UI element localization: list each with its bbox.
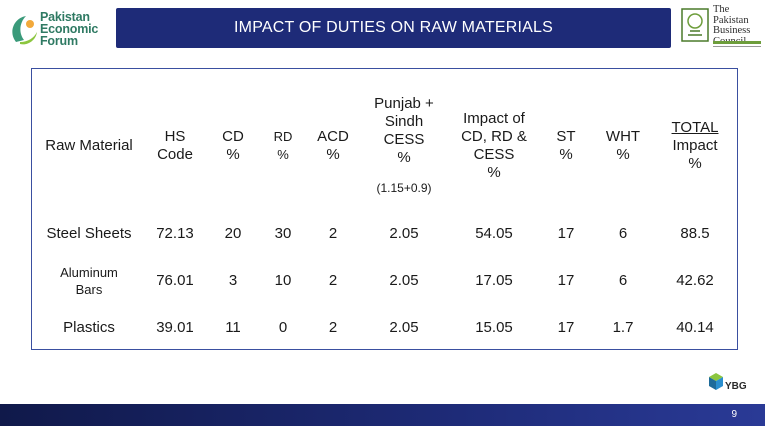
header-st: ST % bbox=[542, 82, 590, 210]
council-line-1: The bbox=[713, 4, 730, 15]
cell-impact: 54.05 bbox=[475, 225, 513, 242]
table-frame bbox=[31, 68, 738, 350]
header-total-line1: TOTAL bbox=[671, 119, 719, 136]
cell-total: 88.5 bbox=[680, 225, 710, 242]
header-cess-line4: % bbox=[397, 149, 411, 166]
header-raw-material: Raw Material bbox=[32, 82, 146, 210]
header-rd-line2: % bbox=[277, 147, 289, 162]
duties-table: Raw Material HS Code CD % RD % ACD % Pun… bbox=[32, 82, 734, 351]
title-banner: IMPACT OF DUTIES ON RAW MATERIALS bbox=[116, 8, 671, 48]
cell-cd: 11 bbox=[225, 319, 241, 336]
header-acd-line1: ACD bbox=[317, 128, 349, 145]
cell-total: 40.14 bbox=[676, 319, 714, 336]
header-cd-line2: % bbox=[226, 146, 240, 163]
footer-bar bbox=[0, 404, 765, 426]
cell-impact: 15.05 bbox=[475, 319, 513, 336]
header-total-line3: % bbox=[688, 155, 702, 172]
cell-wht: 1.7 bbox=[612, 319, 634, 336]
cell-rd: 10 bbox=[274, 272, 292, 289]
cell-st: 17 bbox=[557, 272, 575, 289]
header-impact-line1: Impact of bbox=[463, 110, 525, 127]
header-wht: WHT % bbox=[590, 82, 656, 210]
pakistan-business-council-logo: The Pakistan Business Council bbox=[680, 4, 762, 49]
header-hs-code-line2: Code bbox=[157, 146, 193, 163]
cell-cd: 3 bbox=[228, 272, 238, 289]
cell-total: 42.62 bbox=[676, 272, 714, 289]
council-line-2: Pakistan bbox=[713, 14, 749, 26]
header-raw-material-label: Raw Material bbox=[45, 137, 133, 154]
cell-rd: 30 bbox=[274, 225, 292, 242]
header-acd: ACD % bbox=[304, 82, 362, 210]
header-rd-line1: RD bbox=[273, 129, 293, 144]
header-st-line1: ST bbox=[556, 128, 576, 145]
cell-wht: 6 bbox=[618, 225, 628, 242]
pakistan-economic-forum-logo: Pakistan Economic Forum bbox=[10, 8, 110, 54]
header-impact-line2: CD, RD & bbox=[461, 128, 527, 145]
header-impact-line3: CESS bbox=[473, 146, 515, 163]
cell-cd: 20 bbox=[224, 225, 242, 242]
cell-impact: 17.05 bbox=[475, 272, 513, 289]
header-wht-line1: WHT bbox=[605, 128, 641, 145]
cell-st: 17 bbox=[557, 319, 575, 336]
cell-hs: 76.01 bbox=[156, 272, 194, 289]
header-rd: RD % bbox=[262, 82, 304, 210]
cell-material: Aluminum Bars bbox=[32, 257, 146, 304]
cell-st: 17 bbox=[557, 225, 575, 242]
logo-line-3: Forum bbox=[40, 34, 78, 48]
council-green-rule bbox=[713, 41, 761, 44]
slide-title: IMPACT OF DUTIES ON RAW MATERIALS bbox=[234, 19, 553, 36]
cell-material-line1: Aluminum bbox=[60, 264, 118, 280]
cell-acd: 2 bbox=[328, 319, 338, 336]
cell-hs: 72.13 bbox=[156, 225, 194, 242]
header-cess-note: (1.15+0.9) bbox=[376, 181, 432, 195]
header-cd-line1: CD bbox=[222, 128, 244, 145]
header-cess: Punjab + Sindh CESS % (1.15+0.9) bbox=[362, 82, 446, 210]
cell-wht: 6 bbox=[618, 272, 628, 289]
table-row: Plastics 39.01 11 0 2 2.05 15.05 17 1.7 … bbox=[32, 304, 734, 351]
header-hs-code-line1: HS bbox=[164, 128, 186, 145]
table-row: Steel Sheets 72.13 20 30 2 2.05 54.05 17… bbox=[32, 210, 734, 257]
cell-acd: 2 bbox=[328, 272, 338, 289]
globe-swoosh-icon bbox=[12, 16, 37, 45]
header-cess-line2: Sindh bbox=[384, 113, 424, 130]
council-emblem-icon bbox=[681, 8, 709, 42]
cell-material: Plastics bbox=[63, 319, 115, 336]
page-number: 9 bbox=[731, 409, 737, 420]
header-total-line2: Impact bbox=[672, 137, 718, 154]
header-cess-line3: CESS bbox=[383, 131, 425, 148]
header-wht-line2: % bbox=[616, 146, 630, 163]
header-impact: Impact of CD, RD & CESS % bbox=[446, 82, 542, 210]
header-st-line2: % bbox=[559, 146, 573, 163]
council-thin-rule bbox=[713, 46, 761, 47]
header-total: TOTAL Impact % bbox=[656, 82, 734, 210]
cell-acd: 2 bbox=[328, 225, 338, 242]
header-impact-line4: % bbox=[487, 164, 501, 181]
header-cd: CD % bbox=[204, 82, 262, 210]
cell-cess: 2.05 bbox=[389, 225, 419, 242]
cell-material: Steel Sheets bbox=[46, 225, 132, 242]
cell-cess: 2.05 bbox=[389, 272, 419, 289]
ybg-logo: YBG bbox=[706, 368, 747, 398]
table-header-row: Raw Material HS Code CD % RD % ACD % Pun… bbox=[32, 82, 734, 210]
cube-icon bbox=[709, 373, 723, 390]
cell-rd: 0 bbox=[278, 319, 288, 336]
header-acd-line2: % bbox=[326, 146, 340, 163]
header-cess-line1: Punjab + bbox=[374, 95, 434, 112]
cell-material-line2: Bars bbox=[75, 281, 103, 297]
cell-cess: 2.05 bbox=[389, 319, 419, 336]
cell-hs: 39.01 bbox=[156, 319, 194, 336]
logo-line-2: Economic bbox=[40, 22, 99, 36]
logo-line-1: Pakistan bbox=[40, 10, 90, 24]
ybg-wordmark: YBG bbox=[725, 381, 747, 392]
council-line-3: Business bbox=[713, 25, 751, 36]
header-hs-code: HS Code bbox=[146, 82, 204, 210]
table-row: Aluminum Bars 76.01 3 10 2 2.05 17.05 17… bbox=[32, 257, 734, 304]
